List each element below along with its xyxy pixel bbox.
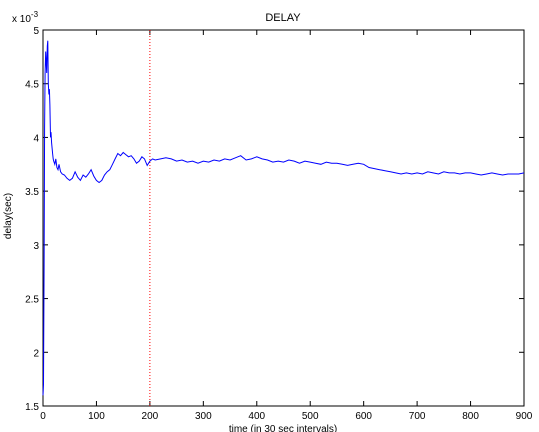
x-tick-label: 900: [516, 411, 533, 422]
y-tick-label: 3.5: [25, 187, 39, 198]
plot-area: 0 100 200 300 400 500 600 700 800 900 1.5 2 2.5 3 3.5 4…: [25, 26, 533, 422]
y-tick-label: 4.5: [25, 80, 39, 91]
x-tick-label: 500: [302, 411, 319, 422]
x-tick-label: 100: [88, 411, 105, 422]
y-tick-label: 2.5: [25, 295, 39, 306]
y-tick-label: 2: [33, 348, 39, 359]
x-tick-label: 300: [195, 411, 212, 422]
delay-series-line: [42, 40, 525, 396]
y-tick-label: 5: [33, 26, 39, 37]
x-tick-label: 0: [40, 411, 46, 422]
y-tick-label: 1.5: [25, 402, 39, 413]
y-axis-label: delay(sec): [3, 193, 14, 239]
y-axis-exponent-base: x 10: [12, 14, 31, 25]
x-axis-label: time (in 30 sec intervals): [229, 424, 337, 432]
y-axis-exponent-power: -3: [31, 10, 39, 19]
chart-title: DELAY: [265, 12, 301, 24]
y-axis-exponent: x 10-3: [12, 10, 39, 25]
x-tick-label: 600: [355, 411, 372, 422]
y-tick-label: 4: [33, 133, 39, 144]
y-tick-label: 3: [33, 241, 39, 252]
axes-box: [42, 29, 525, 407]
x-tick-label: 200: [142, 411, 159, 422]
x-tick-label: 400: [248, 411, 265, 422]
x-tick-label: 800: [462, 411, 479, 422]
x-tick-label: 700: [409, 411, 426, 422]
